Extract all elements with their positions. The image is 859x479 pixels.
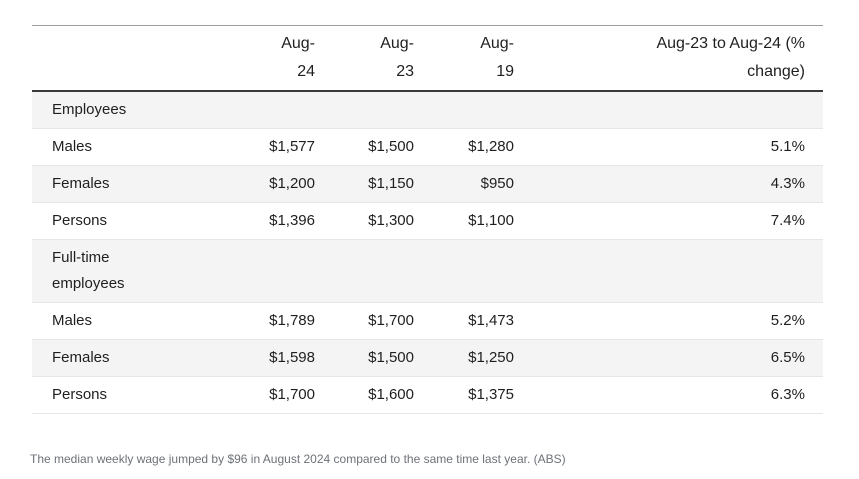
wage-value: $1,200 — [215, 165, 315, 203]
header-aug-23: Aug- 23 — [315, 25, 414, 92]
header-pct-change: Aug-23 to Aug-24 (% change) — [514, 25, 823, 92]
wage-value: $1,396 — [215, 202, 315, 240]
pct-change-value: 6.3% — [514, 376, 823, 414]
row-label: Females — [32, 165, 215, 203]
table-row: Females $1,200 $1,150 $950 4.3% — [32, 165, 823, 203]
wage-value: $1,577 — [215, 128, 315, 166]
pct-change-value: 6.5% — [514, 339, 823, 377]
wage-value: $1,473 — [414, 302, 514, 340]
wage-value: $1,280 — [414, 128, 514, 166]
wage-value: $1,150 — [315, 165, 414, 203]
table-row: Males $1,789 $1,700 $1,473 5.2% — [32, 302, 823, 340]
table-row: Females $1,598 $1,500 $1,250 6.5% — [32, 339, 823, 377]
wage-value: $1,700 — [315, 302, 414, 340]
pct-change-value: 5.2% — [514, 302, 823, 340]
row-label: Males — [32, 302, 215, 340]
header-label-column — [32, 25, 215, 92]
wage-value: $1,300 — [315, 202, 414, 240]
wage-value: $1,789 — [215, 302, 315, 340]
wage-value — [414, 91, 514, 129]
wage-value: $1,375 — [414, 376, 514, 414]
row-label: Males — [32, 128, 215, 166]
wage-value: $1,500 — [315, 339, 414, 377]
wage-value: $1,598 — [215, 339, 315, 377]
header-aug-24: Aug- 24 — [215, 25, 315, 92]
pct-change-value: 7.4% — [514, 202, 823, 240]
section-label: Full-time employees — [32, 239, 215, 303]
wage-value — [215, 239, 315, 303]
pct-change-value: 4.3% — [514, 165, 823, 203]
table-row: Males $1,577 $1,500 $1,280 5.1% — [32, 128, 823, 166]
pct-change-value — [514, 239, 823, 303]
wage-value — [315, 91, 414, 129]
wage-value: $1,100 — [414, 202, 514, 240]
pct-change-value: 5.1% — [514, 128, 823, 166]
wage-value: $1,600 — [315, 376, 414, 414]
wage-value — [215, 91, 315, 129]
header-row: Aug- 24 Aug- 23 Aug- 19 Aug-23 to Aug-24… — [32, 25, 823, 92]
section-row: Full-time employees — [32, 239, 823, 303]
wage-value: $1,500 — [315, 128, 414, 166]
row-label: Persons — [32, 202, 215, 240]
wage-value — [414, 239, 514, 303]
row-label: Persons — [32, 376, 215, 414]
pct-change-value — [514, 91, 823, 129]
table-row: Persons $1,700 $1,600 $1,375 6.3% — [32, 376, 823, 414]
table-header: Aug- 24 Aug- 23 Aug- 19 Aug-23 to Aug-24… — [32, 25, 823, 92]
wage-value: $950 — [414, 165, 514, 203]
section-label: Employees — [32, 91, 215, 129]
table-body: Employees Males $1,577 $1,500 $1,280 5.1% Fema… — [32, 91, 823, 414]
wage-value — [315, 239, 414, 303]
wage-value: $1,250 — [414, 339, 514, 377]
wage-table-container: Aug- 24 Aug- 23 Aug- 19 Aug-23 to Aug-24… — [32, 25, 823, 414]
wage-value: $1,700 — [215, 376, 315, 414]
row-label: Females — [32, 339, 215, 377]
wage-table: Aug- 24 Aug- 23 Aug- 19 Aug-23 to Aug-24… — [32, 25, 823, 414]
section-row: Employees — [32, 91, 823, 129]
table-row: Persons $1,396 $1,300 $1,100 7.4% — [32, 202, 823, 240]
header-aug-19: Aug- 19 — [414, 25, 514, 92]
table-caption: The median weekly wage jumped by $96 in … — [30, 452, 566, 466]
